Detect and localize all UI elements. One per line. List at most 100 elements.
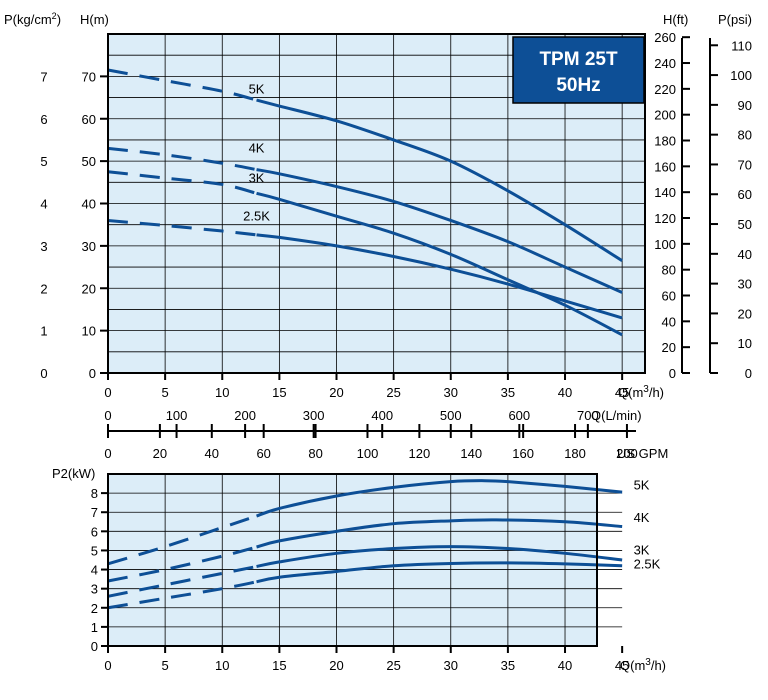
head-m-tick-label: 20 <box>82 281 96 296</box>
head-ft-tick-label: 160 <box>654 159 676 174</box>
psi-tick-label: 20 <box>738 306 752 321</box>
power-tick-label: 4 <box>91 563 98 578</box>
power-curve-3K <box>256 545 623 568</box>
lmin-tick-label: 200 <box>234 408 256 423</box>
head-series-label: 5K <box>249 81 265 96</box>
head-series-label: 2.5K <box>243 208 270 223</box>
head-ft-tick-label: 60 <box>662 289 676 304</box>
head-q-tick-label: 20 <box>329 385 343 400</box>
head-m-tick-label: 0 <box>89 366 96 381</box>
head-curve-4K <box>256 168 623 294</box>
power-series-label: 3K <box>634 542 650 557</box>
lmin-tick-label: 700 <box>577 408 599 423</box>
power-q-tick-label: 10 <box>215 658 229 673</box>
psi-tick-label: 80 <box>738 128 752 143</box>
power-curve-5K-dashed <box>107 514 258 566</box>
head-curve-2.5K <box>256 233 623 320</box>
head-m-tick-label: 40 <box>82 197 96 212</box>
power-plot-area <box>108 474 597 646</box>
gpm-tick-label: 140 <box>460 446 482 461</box>
lmin-tick-label: 600 <box>508 408 530 423</box>
psi-tick-label: 100 <box>730 68 752 83</box>
psi-tick-label: 70 <box>738 157 752 172</box>
power-q-tick-label: 5 <box>162 658 169 673</box>
head-m-tick-label: 30 <box>82 239 96 254</box>
head-ft-tick-label: 180 <box>654 134 676 149</box>
head-q-tick-label: 35 <box>501 385 515 400</box>
pressure-tick-label: 2 <box>40 281 47 296</box>
power-series-label: 5K <box>634 477 650 492</box>
head-ft-tick-label: 20 <box>662 340 676 355</box>
gpm-tick-label: 60 <box>256 446 270 461</box>
head-curve-3K-dashed <box>107 170 257 195</box>
gpm-tick-label: 80 <box>308 446 322 461</box>
head-ft-tick-label: 240 <box>654 56 676 71</box>
power-curve-2.5K <box>256 561 623 584</box>
gpm-tick-label: 160 <box>512 446 534 461</box>
power-q-tick-label: 25 <box>386 658 400 673</box>
power-plot-frame <box>107 473 598 647</box>
power-q-tick-label: 30 <box>444 658 458 673</box>
head-ft-tick-label: 0 <box>669 366 676 381</box>
lmin-tick-label: 500 <box>440 408 462 423</box>
head-ft-axis-title: H(ft) <box>663 12 688 27</box>
gpm-tick-label: 200 <box>616 446 638 461</box>
power-tick-label: 6 <box>91 524 98 539</box>
head-q-tick-label: 10 <box>215 385 229 400</box>
power-q-tick-label: 20 <box>329 658 343 673</box>
head-q-tick-label: 5 <box>162 385 169 400</box>
head-curve-5K-dashed <box>107 68 257 102</box>
power-tick-label: 5 <box>91 543 98 558</box>
head-q-tick-label: 15 <box>272 385 286 400</box>
power-curve-5K <box>256 479 623 518</box>
lmin-tick-label: 400 <box>371 408 393 423</box>
head-m-axis-title: H(m) <box>80 12 109 27</box>
power-q-tick-label: 15 <box>272 658 286 673</box>
power-curves: 5K 4K 3K2.5K <box>107 477 661 610</box>
power-tick-label: 2 <box>91 601 98 616</box>
psi-axis-title: P(psi) <box>718 12 752 27</box>
pressure-tick-label: 4 <box>40 197 47 212</box>
head-q-tick-label: 40 <box>558 385 572 400</box>
pressure-tick-label: 0 <box>40 366 47 381</box>
head-m-tick-label: 10 <box>82 324 96 339</box>
head-q-tick-label: 45 <box>615 385 629 400</box>
gpm-tick-label: 20 <box>153 446 167 461</box>
pressure-axis-title: P(kg/cm2) <box>4 11 61 27</box>
power-q-tick-label: 40 <box>558 658 572 673</box>
head-m-tick-label: 50 <box>82 154 96 169</box>
gpm-axis-title: US GPM <box>617 446 668 461</box>
head-series-label: 3K <box>249 170 265 185</box>
gpm-tick-label: 100 <box>357 446 379 461</box>
power-tick-label: 7 <box>91 505 98 520</box>
power-grid <box>108 474 623 646</box>
psi-tick-label: 0 <box>745 366 752 381</box>
head-m-tick-label: 70 <box>82 69 96 84</box>
lmin-tick-label: 0 <box>104 408 111 423</box>
head-curves: 5K 4K 3K 2.5K <box>107 68 623 337</box>
head-m-tick-label: 60 <box>82 112 96 127</box>
chart-title: TPM 25T <box>539 49 618 70</box>
power-tick-label: 0 <box>91 639 98 654</box>
head-curve-5K <box>256 98 623 262</box>
head-q-tick-label: 30 <box>444 385 458 400</box>
power-tick-label: 1 <box>91 620 98 635</box>
power-series-label: 2.5K <box>634 557 661 572</box>
power-tick-label: 8 <box>91 486 98 501</box>
lmin-axis-title: Q(L/min) <box>591 408 642 423</box>
gpm-tick-label: 180 <box>564 446 586 461</box>
gpm-tick-label: 40 <box>205 446 219 461</box>
power-q-tick-label: 0 <box>104 658 111 673</box>
pressure-tick-label: 5 <box>40 154 47 169</box>
title-box-rect <box>512 36 645 104</box>
lmin-tick-label: 100 <box>166 408 188 423</box>
head-q-axis-title: Q(m3/h) <box>618 384 664 400</box>
power-series-label: 4K <box>634 510 650 525</box>
head-ft-tick-label: 220 <box>654 82 676 97</box>
head-ft-tick-label: 260 <box>654 30 676 45</box>
title-box: TPM 25T 50Hz <box>512 36 645 104</box>
